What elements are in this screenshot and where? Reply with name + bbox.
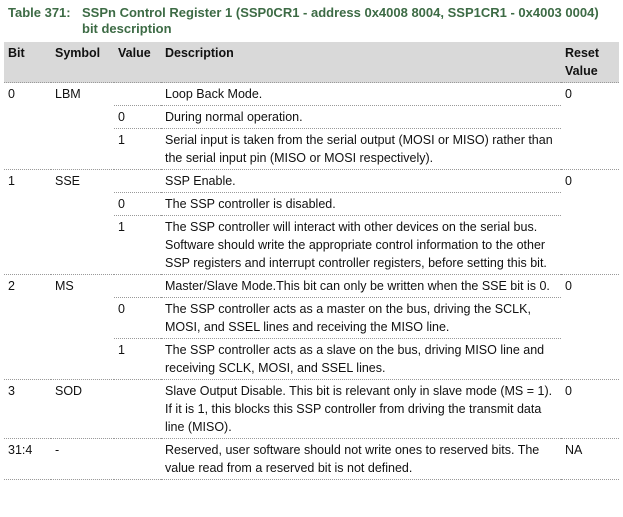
- cell: 0: [561, 379, 619, 439]
- cell: Master/Slave Mode.This bit can only be w…: [161, 274, 561, 298]
- cell: [114, 274, 161, 298]
- table-label: Table 371:: [8, 5, 71, 20]
- cell: During normal operation.: [161, 105, 561, 129]
- cell: [561, 216, 619, 275]
- cell: [4, 339, 51, 380]
- cell: [4, 216, 51, 275]
- cell: 31:4: [4, 438, 51, 480]
- cell: 0: [561, 82, 619, 106]
- header-row: Bit Symbol Value Description Reset Value: [4, 42, 619, 83]
- header-cell: Reset Value: [561, 42, 619, 83]
- cell: Reserved, user software should not write…: [161, 438, 561, 480]
- cell: 1: [114, 128, 161, 170]
- table-row: 2 MS Master/Slave Mode.This bit can only b…: [4, 274, 619, 298]
- table-row: 1 Serial input is taken from the serial o…: [4, 128, 619, 170]
- cell: Loop Back Mode.: [161, 82, 561, 106]
- cell: 1: [114, 338, 161, 380]
- cell: [51, 193, 114, 216]
- cell: [561, 339, 619, 380]
- cell: [561, 193, 619, 216]
- cell: [114, 379, 161, 439]
- table-row: 0 LBM Loop Back Mode. 0: [4, 82, 619, 106]
- cell: [51, 298, 114, 339]
- cell: SSP Enable.: [161, 169, 561, 193]
- cell: [4, 129, 51, 170]
- cell: 0: [114, 105, 161, 129]
- table-caption: SSPn Control Register 1 (SSP0CR1 - addre…: [82, 5, 599, 36]
- cell: [114, 82, 161, 106]
- cell: The SSP controller will interact with ot…: [161, 215, 561, 275]
- cell: Serial input is taken from the serial ou…: [161, 128, 561, 170]
- cell: 0: [4, 82, 51, 106]
- header-cell: Symbol: [51, 42, 114, 83]
- cell: 3: [4, 379, 51, 439]
- cell: The SSP controller acts as a master on t…: [161, 297, 561, 339]
- cell: The SSP controller acts as a slave on th…: [161, 338, 561, 380]
- cell: [51, 339, 114, 380]
- table-row: 0 The SSP controller is disabled.: [4, 192, 619, 216]
- cell: SOD: [51, 379, 114, 439]
- cell: 1: [114, 215, 161, 275]
- cell: 0: [561, 274, 619, 298]
- cell: [51, 216, 114, 275]
- cell: [114, 169, 161, 193]
- cell: 2: [4, 274, 51, 298]
- table-row: 0 During normal operation.: [4, 105, 619, 129]
- table-row: 1 SSE SSP Enable. 0: [4, 169, 619, 193]
- cell: [51, 129, 114, 170]
- cell: [561, 298, 619, 339]
- cell: [51, 106, 114, 129]
- cell: 0: [114, 297, 161, 339]
- table-row: 0 The SSP controller acts as a master on …: [4, 297, 619, 339]
- cell: NA: [561, 438, 619, 480]
- cell: LBM: [51, 82, 114, 106]
- cell: SSE: [51, 169, 114, 193]
- cell: 0: [561, 169, 619, 193]
- cell: [561, 129, 619, 170]
- cell: [561, 106, 619, 129]
- header-cell: Value: [114, 42, 161, 83]
- cell: [4, 106, 51, 129]
- cell: [114, 438, 161, 480]
- cell: 1: [4, 169, 51, 193]
- register-table: Bit Symbol Value Description Reset Value…: [4, 42, 619, 480]
- table-title: Table 371: SSPn Control Register 1 (SSP0…: [0, 0, 623, 42]
- cell: The SSP controller is disabled.: [161, 192, 561, 216]
- header-cell: Bit: [4, 42, 51, 83]
- cell: MS: [51, 274, 114, 298]
- cell: Slave Output Disable. This bit is releva…: [161, 379, 561, 439]
- table-row: 1 The SSP controller acts as a slave on t…: [4, 338, 619, 380]
- cell: -: [51, 438, 114, 480]
- header-cell: Description: [161, 42, 561, 83]
- cell: [4, 298, 51, 339]
- table-row: 31:4- Reserved, user software should not …: [4, 438, 619, 480]
- table-row: 3 SOD Slave Output Disable. This bit is re…: [4, 379, 619, 439]
- table-row: 1 The SSP controller will interact with o…: [4, 215, 619, 275]
- table-body: 0 LBM Loop Back Mode. 0 0 During normal opera…: [4, 82, 619, 480]
- cell: [4, 193, 51, 216]
- cell: 0: [114, 192, 161, 216]
